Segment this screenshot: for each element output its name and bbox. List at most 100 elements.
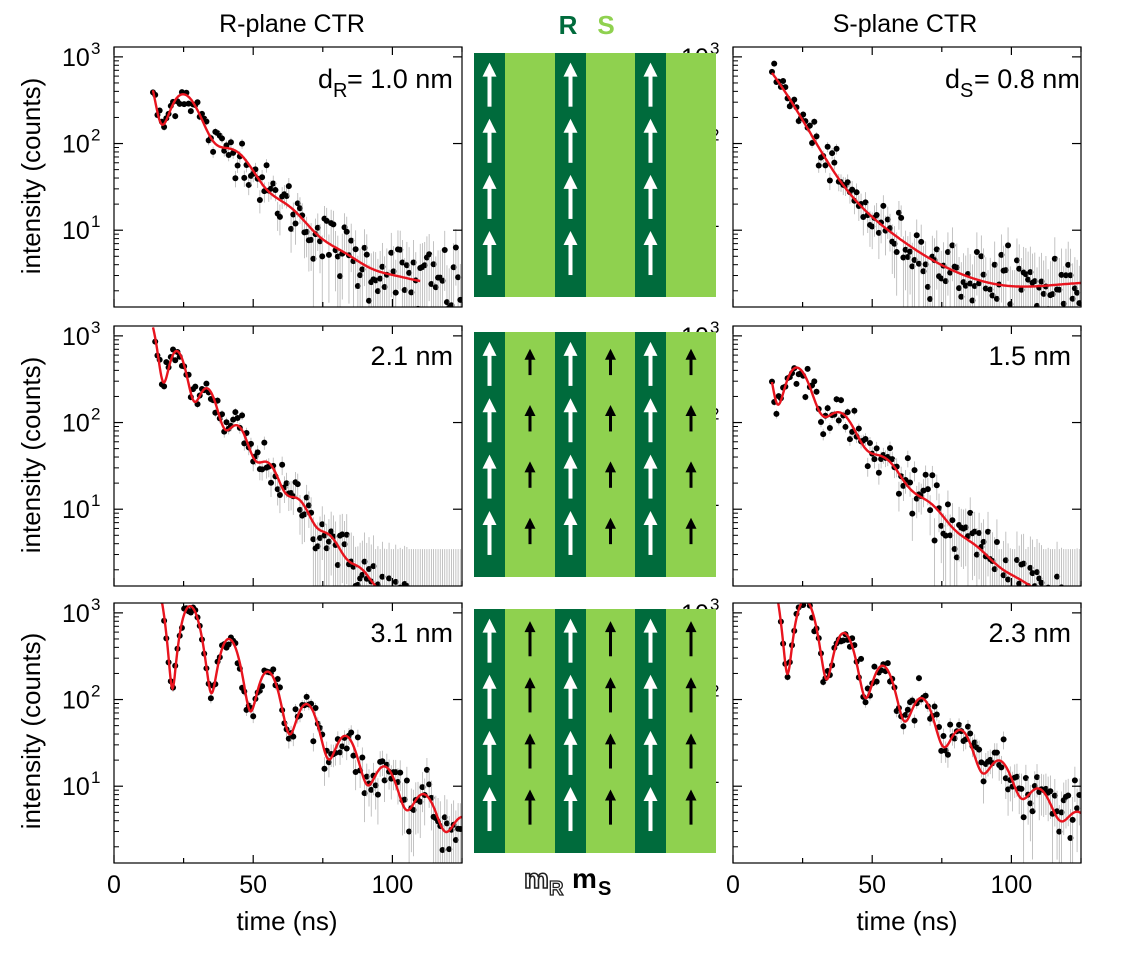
data-point [817, 419, 824, 426]
data-point [962, 524, 969, 531]
data-point [1027, 800, 1034, 807]
data-point [922, 471, 929, 478]
data-point [440, 587, 446, 593]
data-point [873, 678, 880, 685]
data-point [386, 307, 392, 313]
annotation-s3: 2.3 nm [988, 618, 1071, 648]
s-moment-arrow-head [605, 621, 616, 633]
data-point [368, 786, 375, 793]
data-point [439, 847, 446, 854]
data-point [448, 587, 454, 593]
r-moment-arrow-head [563, 174, 578, 189]
data-point [895, 490, 902, 497]
data-point [791, 96, 798, 103]
r-moment-arrow-head [482, 730, 497, 745]
data-point [967, 730, 974, 737]
data-point [1076, 792, 1081, 799]
data-point [457, 587, 463, 593]
data-point [771, 60, 778, 67]
data-point [940, 733, 947, 740]
data-point [259, 174, 266, 181]
data-point [455, 587, 461, 593]
data-point [227, 139, 234, 146]
data-point [1056, 286, 1063, 293]
data-point [172, 113, 179, 120]
data-point [1054, 573, 1061, 580]
s-moment-arrow-head [524, 789, 536, 801]
fit-line [771, 72, 1081, 288]
y-tick-label-exp: 3 [91, 39, 100, 58]
data-point [953, 264, 960, 271]
s-moment-arrow-head [605, 405, 616, 417]
data-point [1031, 583, 1038, 586]
data-point [971, 739, 978, 746]
data-points-r1 [149, 89, 462, 313]
data-point [953, 554, 960, 561]
data-point [1060, 300, 1067, 307]
data-point [1056, 828, 1063, 835]
data-point [303, 693, 310, 700]
r-moment-arrow-head [643, 510, 658, 525]
data-point [849, 186, 856, 193]
data-point [880, 202, 887, 209]
data-point [361, 558, 368, 565]
data-point [909, 697, 916, 704]
data-point [1013, 773, 1020, 780]
data-point [798, 596, 804, 602]
data-point [1052, 587, 1058, 593]
annotation-r3: 3.1 nm [370, 618, 453, 648]
data-point [862, 699, 869, 706]
data-point [913, 232, 920, 239]
s-moment-arrow-head [524, 621, 536, 633]
annotation-dR-prefix: d [318, 64, 333, 94]
data-point [1058, 271, 1065, 278]
data-point [1041, 587, 1047, 593]
data-point [310, 738, 317, 745]
data-point [435, 587, 441, 593]
s-moment-arrow-head [524, 348, 536, 360]
data-point [399, 587, 405, 593]
chart-r3: 10 310 210 10 50 100 [62, 595, 463, 899]
data-point [987, 286, 994, 293]
data-point [858, 655, 865, 662]
data-point [221, 147, 228, 154]
data-point [793, 380, 800, 387]
data-point [1012, 308, 1018, 314]
s-moment-arrow-head [685, 517, 697, 529]
r-moment-arrow-head [643, 618, 658, 633]
y-tick-label: 10 [62, 773, 90, 801]
y-tick-label: 10 [62, 217, 90, 245]
data-point [270, 180, 277, 187]
x-tick-label: 100 [991, 871, 1033, 899]
data-point [330, 221, 337, 228]
data-point [1067, 834, 1074, 841]
data-point [390, 268, 397, 275]
data-point [359, 266, 366, 273]
data-point [232, 175, 239, 182]
data-point [826, 425, 833, 432]
data-point [1043, 587, 1049, 593]
data-point [773, 410, 780, 417]
s-moment-arrow-head [605, 348, 616, 360]
r-moment-arrow-head [482, 341, 497, 356]
data-point [161, 383, 168, 390]
y-tick-label: 10 [62, 496, 90, 524]
data-point [363, 251, 370, 258]
data-point [343, 745, 350, 752]
y-tick-label-exp: 3 [710, 595, 719, 614]
stripe-diagram-3 [474, 609, 716, 853]
data-point [947, 721, 954, 728]
data-point [203, 118, 210, 125]
data-point [951, 545, 958, 552]
data-point [1047, 788, 1054, 795]
plot-frame [732, 46, 1082, 308]
s-layer-background [474, 53, 716, 297]
data-point [403, 777, 410, 784]
data-point [150, 320, 156, 326]
data-point [403, 262, 410, 269]
xlabel-right: time (ns) [856, 906, 957, 936]
data-point [296, 205, 303, 212]
data-point [430, 261, 437, 268]
data-point [773, 595, 779, 601]
data-point [256, 197, 263, 204]
